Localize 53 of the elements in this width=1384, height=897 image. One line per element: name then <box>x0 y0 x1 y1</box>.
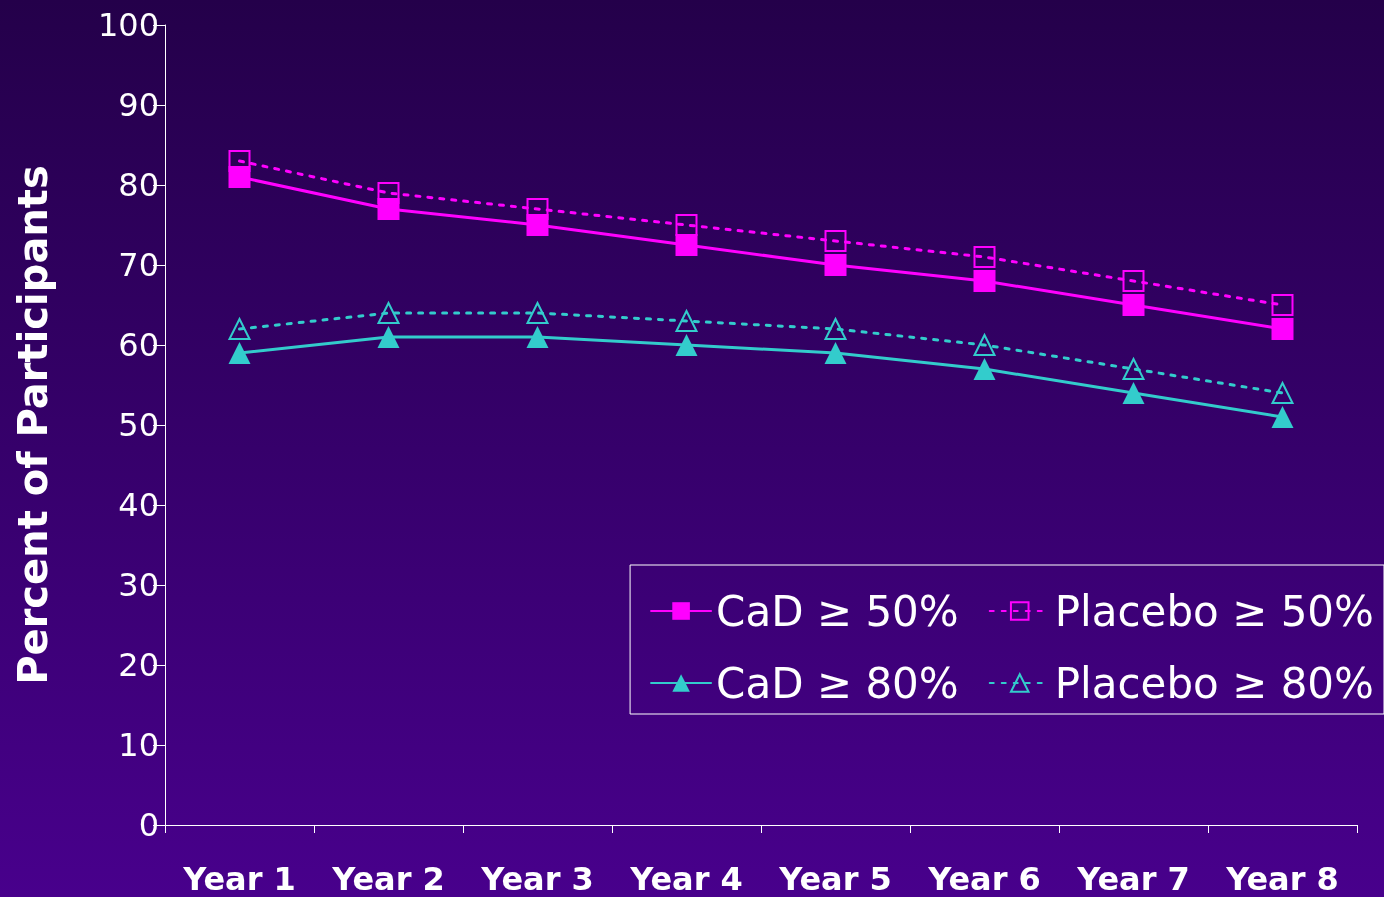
y-tick-label: 0 <box>138 806 159 844</box>
point <box>377 302 400 324</box>
point <box>1122 294 1145 316</box>
point <box>1271 318 1294 340</box>
point <box>973 246 996 268</box>
x-tick-label: Year 2 <box>331 860 445 897</box>
point <box>1271 382 1294 404</box>
point <box>1122 358 1145 380</box>
point <box>824 318 847 340</box>
x-tick-label: Year 8 <box>1225 860 1339 897</box>
y-tick-label: 30 <box>118 566 159 604</box>
y-tick-label: 90 <box>118 86 159 124</box>
legend-label: Placebo ≥ 80% <box>1054 658 1374 708</box>
point <box>526 302 549 324</box>
point <box>824 230 847 252</box>
point <box>675 334 698 356</box>
point <box>824 342 847 364</box>
y-tick-label: 70 <box>118 246 159 284</box>
y-axis-title: Percent of Participants <box>10 165 56 685</box>
y-tick-label: 100 <box>97 6 159 44</box>
point <box>973 334 996 356</box>
x-tick-label: Year 3 <box>480 860 594 897</box>
point <box>1122 382 1145 404</box>
point <box>377 182 400 204</box>
point <box>973 270 996 292</box>
y-tick-label: 40 <box>118 486 159 524</box>
point <box>1271 406 1294 428</box>
point <box>228 342 251 364</box>
point <box>1122 270 1145 292</box>
y-tick-label: 10 <box>118 726 159 764</box>
y-tick-label: 20 <box>118 646 159 684</box>
x-tick-label: Year 1 <box>182 860 296 897</box>
point <box>675 234 698 256</box>
point <box>526 198 549 220</box>
x-tick-label: Year 5 <box>778 860 892 897</box>
point <box>228 150 251 172</box>
x-tick-label: Year 6 <box>927 860 1041 897</box>
point <box>973 358 996 380</box>
legend-label: CaD ≥ 50% <box>716 586 959 636</box>
point <box>824 254 847 276</box>
legend-label: Placebo ≥ 50% <box>1054 586 1374 636</box>
y-tick-label: 80 <box>118 166 159 204</box>
legend-label: CaD ≥ 80% <box>716 658 959 708</box>
point <box>675 214 698 236</box>
x-tick-label: Year 7 <box>1076 860 1190 897</box>
y-tick-label: 60 <box>118 326 159 364</box>
point <box>526 326 549 348</box>
x-tick-label: Year 4 <box>629 860 743 897</box>
point <box>675 310 698 332</box>
y-tick-label: 50 <box>118 406 159 444</box>
point <box>228 318 251 340</box>
point <box>1271 294 1294 316</box>
point <box>377 326 400 348</box>
